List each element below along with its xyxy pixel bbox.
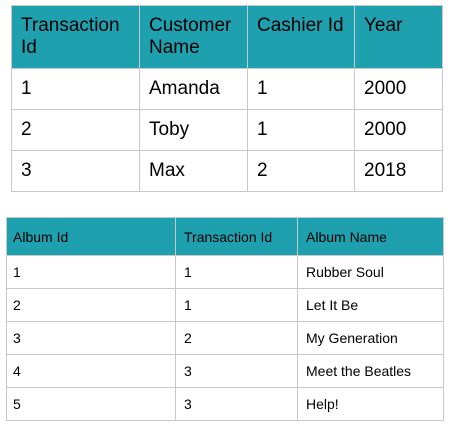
transactions-header-customer-name: Customer Name xyxy=(139,5,248,69)
table-cell: Amanda xyxy=(139,68,248,110)
table-row: 4 3 Meet the Beatles xyxy=(6,354,444,388)
transactions-header-cashier-id: Cashier Id xyxy=(247,5,355,69)
albums-header-album-name: Album Name xyxy=(297,217,444,256)
table-cell: 1 xyxy=(175,255,298,289)
table-cell: 3 xyxy=(11,150,140,192)
table-cell: 2 xyxy=(175,321,298,355)
table-cell: 2018 xyxy=(354,150,443,192)
table-cell: 4 xyxy=(6,354,176,388)
table-cell: Toby xyxy=(139,109,248,151)
table-row: 1 1 Rubber Soul xyxy=(6,255,444,289)
table-cell: Help! xyxy=(297,387,444,421)
table-cell: 2 xyxy=(6,288,176,322)
table-cell: My Generation xyxy=(297,321,444,355)
table-cell: 1 xyxy=(11,68,140,110)
table-row: 2 1 Let It Be xyxy=(6,288,444,322)
transactions-header-row: Transaction Id Customer Name Cashier Id … xyxy=(11,5,443,69)
albums-header-transaction-id: Transaction Id xyxy=(175,217,298,256)
table-cell: 2 xyxy=(11,109,140,151)
table-row: 3 Max 2 2018 xyxy=(11,150,443,192)
table-row: 2 Toby 1 2000 xyxy=(11,109,443,151)
table-cell: Let It Be xyxy=(297,288,444,322)
albums-table: Album Id Transaction Id Album Name 1 1 R… xyxy=(6,217,444,421)
table-cell: 1 xyxy=(175,288,298,322)
transactions-header-year: Year xyxy=(354,5,443,69)
table-cell: 3 xyxy=(175,354,298,388)
table-cell: Max xyxy=(139,150,248,192)
table-cell: 1 xyxy=(247,68,355,110)
table-row: 1 Amanda 1 2000 xyxy=(11,68,443,110)
table-cell: 5 xyxy=(6,387,176,421)
table-cell: 3 xyxy=(175,387,298,421)
table-cell: 2000 xyxy=(354,68,443,110)
table-cell: Rubber Soul xyxy=(297,255,444,289)
table-cell: 3 xyxy=(6,321,176,355)
albums-header-album-id: Album Id xyxy=(6,217,176,256)
table-cell: 2 xyxy=(247,150,355,192)
table-row: 5 3 Help! xyxy=(6,387,444,421)
transactions-header-transaction-id: Transaction Id xyxy=(11,5,140,69)
table-cell: 2000 xyxy=(354,109,443,151)
transactions-table: Transaction Id Customer Name Cashier Id … xyxy=(11,5,443,192)
albums-header-row: Album Id Transaction Id Album Name xyxy=(6,217,444,256)
table-cell: Meet the Beatles xyxy=(297,354,444,388)
table-cell: 1 xyxy=(6,255,176,289)
table-row: 3 2 My Generation xyxy=(6,321,444,355)
table-cell: 1 xyxy=(247,109,355,151)
